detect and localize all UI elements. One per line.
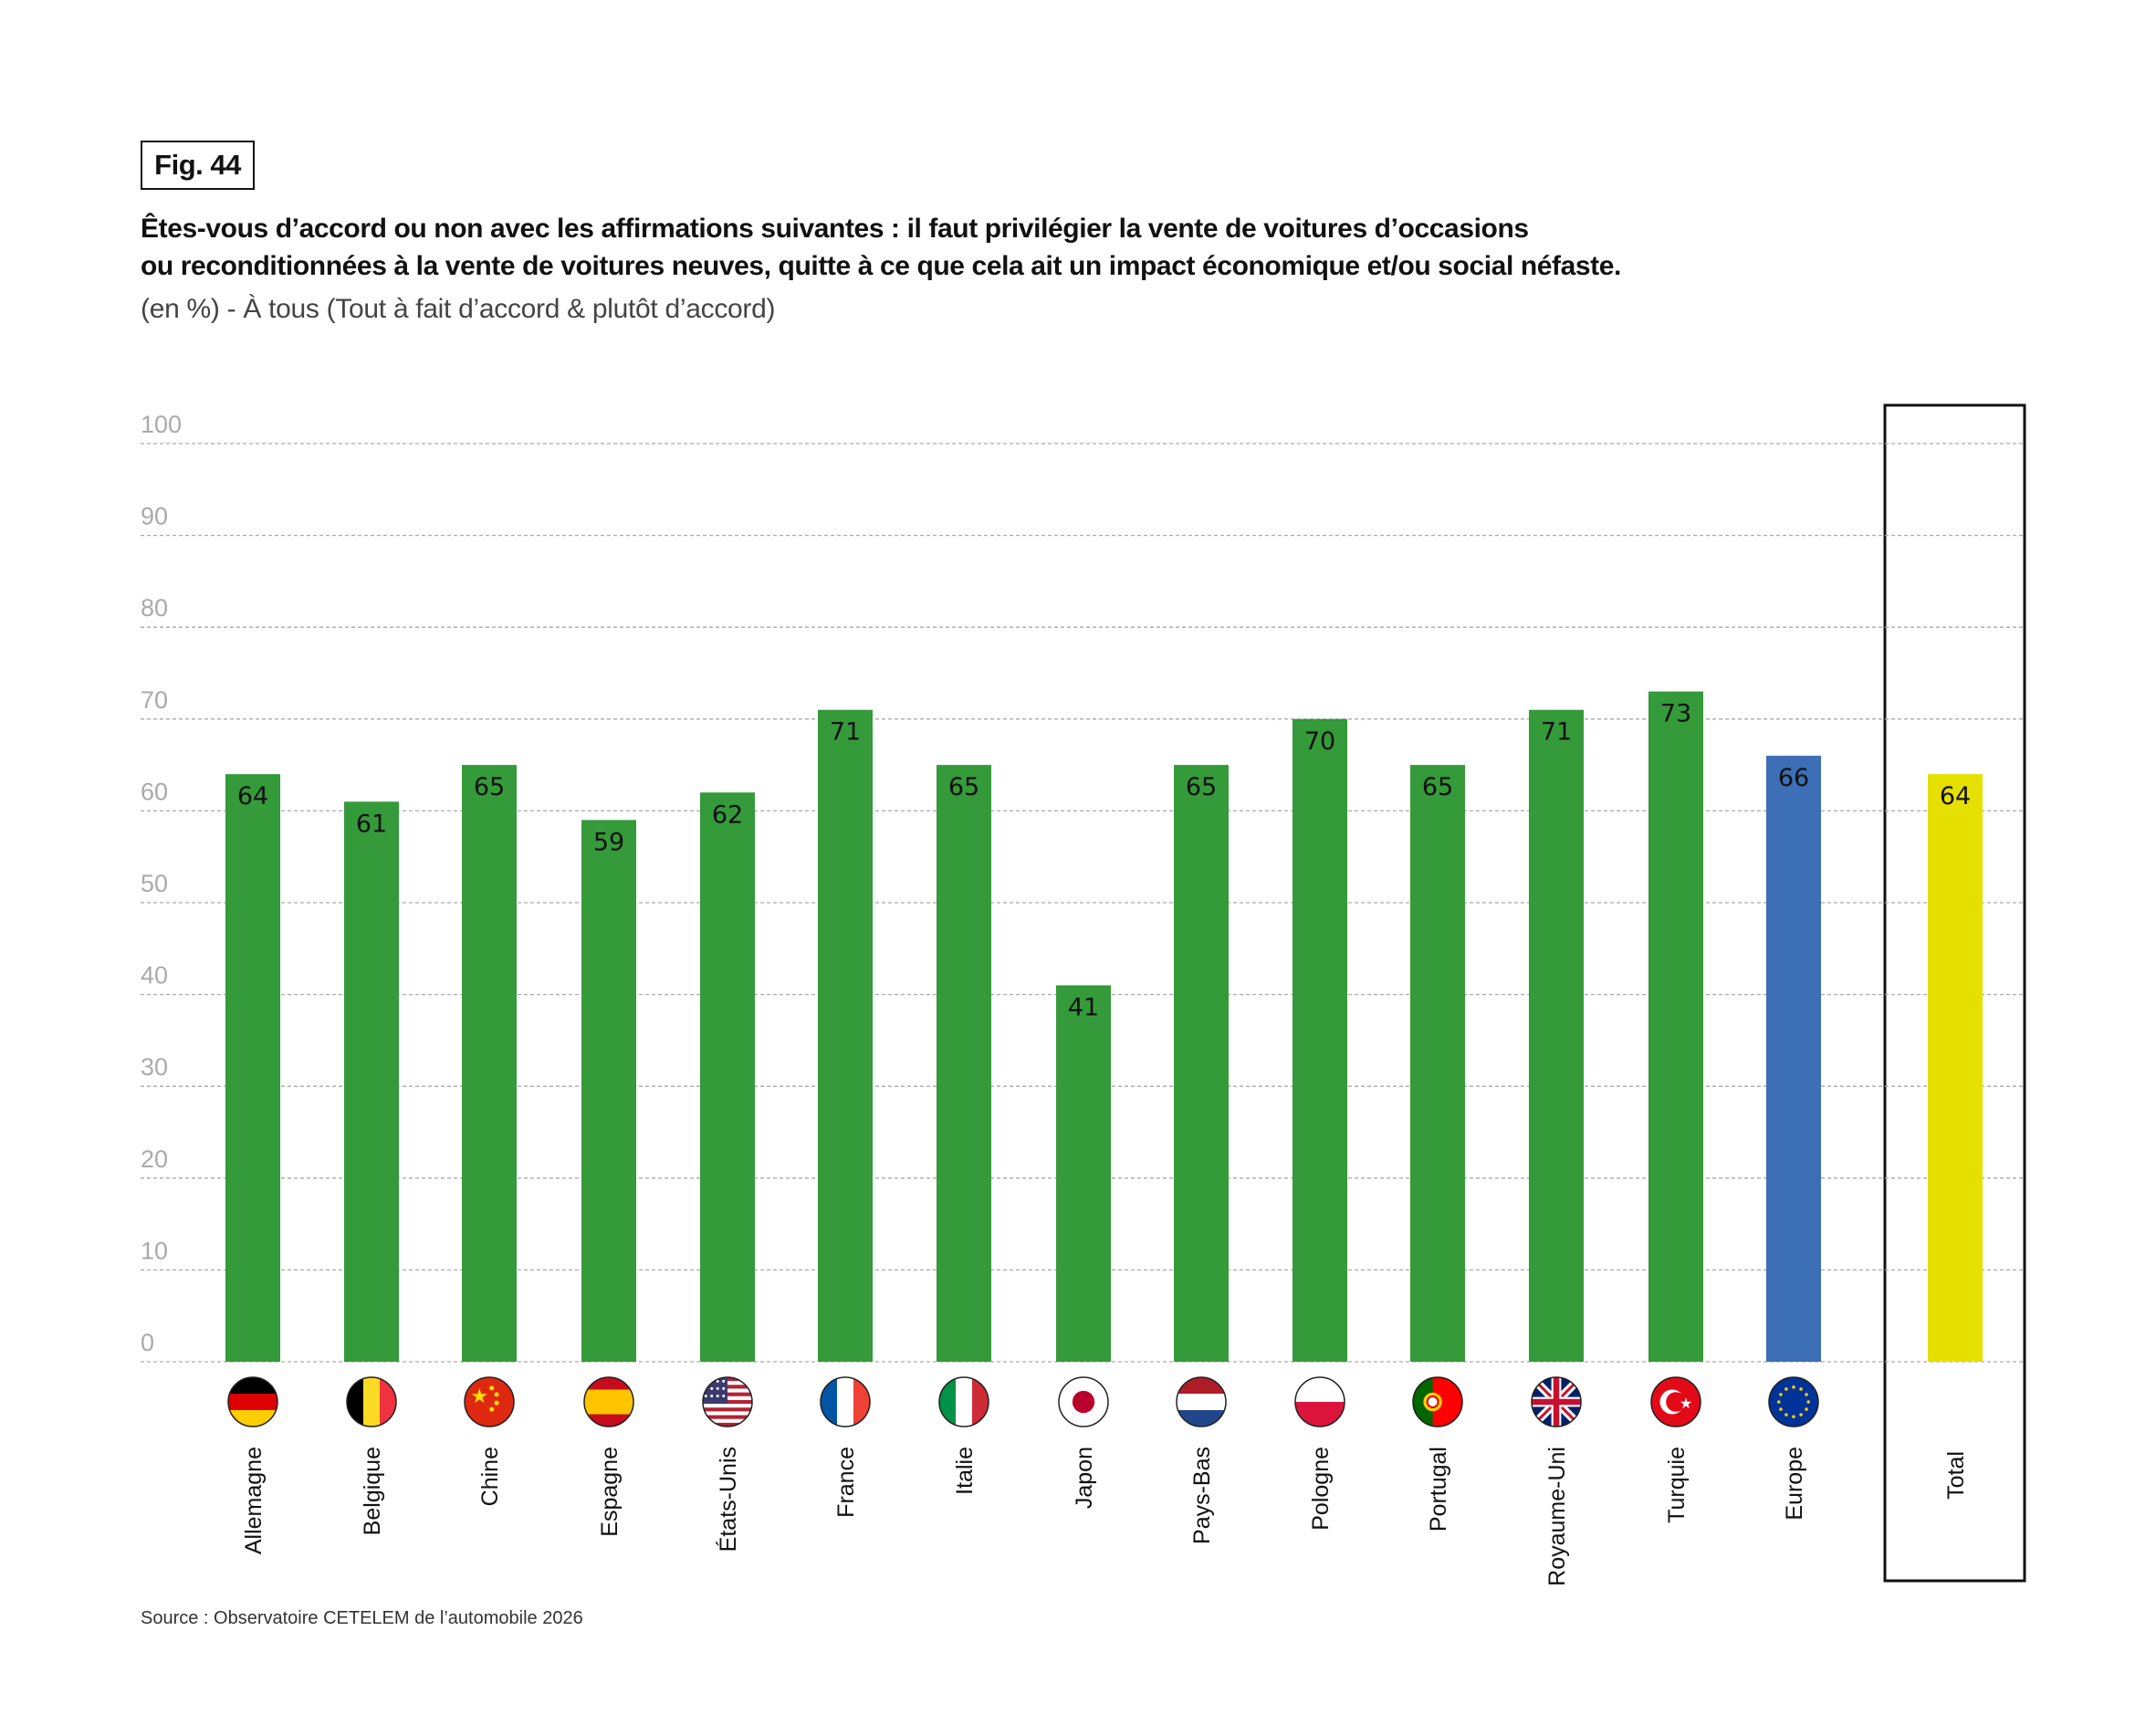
flag-netherlands-icon <box>1176 1376 1227 1427</box>
x-tick-label: Turquie <box>1664 1447 1690 1523</box>
flag-usa-icon <box>702 1376 753 1427</box>
data-label: 70 <box>1304 727 1335 756</box>
bar-royaume-uni <box>1529 709 1584 1362</box>
flag-spain-icon <box>583 1376 634 1427</box>
data-label: 73 <box>1660 700 1691 728</box>
data-label: 65 <box>1422 773 1453 801</box>
data-label: 65 <box>1186 773 1217 801</box>
bar-total <box>1928 774 1983 1362</box>
bar-france <box>818 709 873 1362</box>
y-tick-label: 10 <box>141 1237 168 1264</box>
chart-subtitle: (en %) - À tous (Tout à fait d’accord & … <box>141 294 776 324</box>
y-tick-label: 40 <box>141 962 168 989</box>
bar-japon <box>1056 985 1111 1362</box>
svg-text:★: ★ <box>470 1385 488 1407</box>
x-tick-label: États-Unis <box>715 1447 741 1552</box>
data-label: 66 <box>1778 764 1809 792</box>
bar-allemagne <box>225 774 280 1362</box>
flag-portugal-icon <box>1412 1376 1463 1427</box>
y-tick-label: 70 <box>141 686 168 714</box>
flag-germany-icon <box>227 1376 278 1427</box>
x-tick-label: Espagne <box>597 1447 623 1537</box>
flag-italy-icon <box>938 1376 989 1427</box>
x-tick-label: Allemagne <box>241 1447 267 1554</box>
bar-italie <box>937 765 991 1362</box>
data-label: 71 <box>830 718 861 747</box>
chart-title-line-1: Êtes-vous d’accord ou non avec les affir… <box>141 214 1529 244</box>
x-tick-label: Chine <box>477 1447 503 1506</box>
x-tick-label: Europe <box>1782 1447 1807 1521</box>
data-label: 64 <box>1940 782 1971 810</box>
y-tick-label: 30 <box>141 1053 168 1081</box>
bar-pays-bas <box>1174 765 1229 1362</box>
flag-europe-icon <box>1768 1376 1819 1427</box>
bar-belgique <box>344 801 399 1362</box>
flag-belgium-icon <box>346 1376 397 1427</box>
chart-title-line-2: ou reconditionnées à la vente de voiture… <box>141 251 1621 281</box>
flag-poland-icon <box>1294 1376 1345 1427</box>
flag-uk-icon <box>1531 1376 1582 1427</box>
x-tick-label: Portugal <box>1426 1447 1451 1532</box>
chart-title: Êtes-vous d’accord ou non avec les affir… <box>141 210 1621 285</box>
bar-états-unis <box>700 792 755 1362</box>
flag-france-icon <box>820 1376 871 1427</box>
source-note: Source : Observatoire CETELEM de l’autom… <box>141 1608 583 1628</box>
x-tick-label: Royaume-Uni <box>1544 1447 1570 1586</box>
total-highlight-box <box>1883 403 2026 1583</box>
bar-chine <box>462 765 517 1362</box>
data-label: 65 <box>948 773 979 801</box>
y-tick-label: 100 <box>141 411 182 438</box>
y-tick-label: 50 <box>141 870 168 897</box>
data-label: 61 <box>356 810 387 838</box>
y-tick-label: 80 <box>141 594 168 622</box>
flag-turkey-icon: ★ <box>1650 1376 1701 1427</box>
x-tick-label: Total <box>1943 1451 1969 1500</box>
bar-portugal <box>1410 765 1465 1362</box>
x-tick-label: Pologne <box>1308 1447 1334 1531</box>
data-label: 41 <box>1068 994 1099 1022</box>
data-label: 59 <box>593 828 624 856</box>
y-tick-label: 90 <box>141 503 168 530</box>
y-tick-label: 20 <box>141 1145 168 1173</box>
data-label: 62 <box>712 800 743 829</box>
flag-japan-icon <box>1058 1376 1109 1427</box>
svg-text:★: ★ <box>1680 1396 1692 1412</box>
x-tick-label: Italie <box>952 1447 978 1495</box>
y-tick-label: 60 <box>141 778 168 805</box>
data-label: 71 <box>1541 718 1572 747</box>
x-tick-label: France <box>833 1447 859 1518</box>
figure-label: Fig. 44 <box>141 141 255 190</box>
x-tick-label: Belgique <box>360 1447 385 1535</box>
x-tick-label: Japon <box>1072 1447 1097 1509</box>
data-label: 65 <box>474 773 505 801</box>
bar-turquie <box>1648 691 1703 1362</box>
bar-espagne <box>581 820 636 1362</box>
x-tick-label: Pays-Bas <box>1189 1447 1215 1544</box>
bar-europe <box>1766 756 1821 1362</box>
data-label: 64 <box>237 782 268 810</box>
flag-china-icon: ★ <box>464 1376 515 1427</box>
y-tick-label: 0 <box>141 1329 154 1356</box>
bar-pologne <box>1293 718 1347 1362</box>
